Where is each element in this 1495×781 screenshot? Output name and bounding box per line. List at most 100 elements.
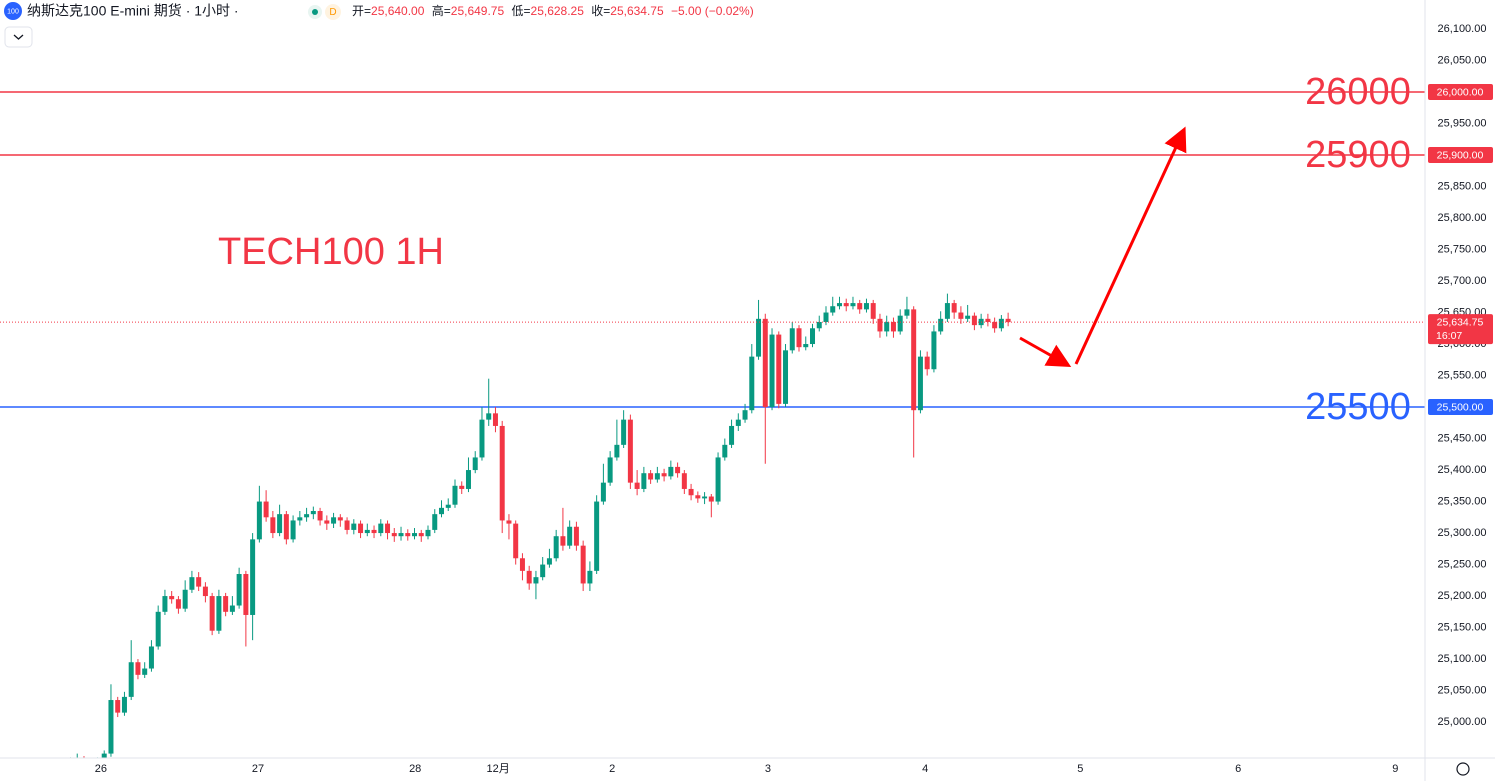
candle-body	[310, 511, 316, 515]
candle-body	[661, 473, 667, 477]
interval-badge: D	[329, 7, 336, 18]
candle-body	[364, 529, 370, 534]
candle-body	[877, 318, 883, 332]
candle-body	[742, 410, 748, 420]
candle-body	[358, 523, 364, 534]
candle-body	[378, 523, 384, 534]
level-label: 25500	[1305, 386, 1411, 428]
candle-body	[789, 328, 795, 351]
candle-body	[958, 312, 964, 319]
candle-body	[148, 646, 154, 669]
candle-body	[810, 328, 816, 345]
x-tick-label: 26	[95, 763, 107, 775]
x-tick-label: 28	[409, 763, 421, 775]
candle-body	[391, 533, 397, 537]
candle-body	[971, 315, 977, 326]
candle-body	[371, 529, 377, 534]
candle-body	[344, 520, 350, 530]
settings-button[interactable]	[1456, 762, 1470, 776]
candle-body	[236, 574, 242, 606]
y-tick-label: 25,800.00	[1438, 212, 1487, 224]
candle-body	[553, 536, 559, 559]
y-tick-label: 25,350.00	[1438, 495, 1487, 507]
candle-body	[398, 533, 404, 537]
candle-body	[533, 577, 539, 584]
ohlc-value: 25,634.75	[610, 4, 664, 18]
candle-body	[519, 558, 525, 571]
candle-body	[735, 419, 741, 426]
candle-body	[405, 533, 411, 537]
candle-body	[121, 696, 127, 713]
candle-body	[938, 318, 944, 332]
candle-body	[479, 419, 485, 458]
x-tick-label: 3	[765, 763, 771, 775]
candle-body	[911, 309, 917, 411]
candle-body	[283, 514, 289, 540]
candle-body	[452, 485, 458, 505]
candle-body	[21, 763, 26, 772]
collapse-button[interactable]	[4, 26, 33, 48]
candle-body	[229, 605, 235, 612]
level-label: 25900	[1305, 134, 1411, 176]
candle-body	[681, 473, 687, 489]
candle-body	[816, 321, 822, 329]
ohlc-value: 25,640.00	[371, 4, 425, 18]
ohlc-label: 开=	[352, 4, 371, 18]
candle-body	[243, 574, 249, 615]
candle-body	[337, 517, 343, 521]
candle-body	[944, 303, 950, 319]
candle-body	[331, 517, 337, 524]
candle-body	[648, 473, 654, 480]
y-tick-label: 25,550.00	[1438, 369, 1487, 381]
level-tag	[1428, 147, 1493, 164]
y-tick-label: 25,950.00	[1438, 117, 1487, 129]
y-tick-label: 25,400.00	[1438, 464, 1487, 476]
candle-body	[41, 765, 46, 774]
candle-body	[668, 466, 674, 477]
candle-body	[135, 662, 141, 675]
candle-body	[14, 766, 19, 772]
level-tag	[1428, 399, 1493, 416]
candle-body	[756, 318, 762, 357]
candle-body	[48, 769, 53, 774]
candle-body	[857, 303, 863, 310]
candle-body	[189, 577, 195, 590]
y-tick-label: 25,150.00	[1438, 621, 1487, 633]
candle-body	[385, 523, 391, 534]
candle-body	[931, 331, 937, 370]
ohlc-label: 收=	[591, 4, 610, 18]
candle-body	[641, 473, 647, 489]
y-tick-label: 25,850.00	[1438, 180, 1487, 192]
candle-body	[88, 766, 93, 769]
candle-body	[277, 514, 283, 534]
candle-body	[675, 466, 681, 474]
candle-body	[715, 457, 721, 502]
x-tick-label: 5	[1077, 763, 1083, 775]
candle-body	[803, 344, 809, 348]
candle-body	[34, 765, 39, 768]
symbol-title: 纳斯达克100 E-mini 期货 · 1小时 ·	[27, 3, 239, 19]
candle-body	[142, 668, 148, 675]
candle-body	[594, 501, 600, 571]
candle-body	[223, 596, 229, 612]
x-tick-label: 9	[1392, 763, 1398, 775]
countdown-text: 16:07	[1436, 330, 1462, 342]
candle-body	[250, 539, 256, 615]
candle-body	[526, 570, 532, 584]
candle-body	[75, 760, 80, 763]
candle-body	[61, 766, 66, 771]
candle-body	[796, 328, 802, 348]
candle-body	[1, 766, 6, 769]
candle-body	[897, 315, 903, 332]
badge-bg	[325, 4, 341, 20]
candle-body	[324, 520, 330, 524]
candle-body	[917, 356, 923, 411]
candle-body	[108, 700, 114, 754]
candle-body	[486, 413, 492, 420]
y-tick-label: 25,450.00	[1438, 432, 1487, 444]
candle-body	[256, 501, 262, 540]
status-dot	[312, 9, 318, 15]
overlay: TECH100 1H	[218, 126, 1187, 367]
y-tick-label: 25,200.00	[1438, 590, 1487, 602]
